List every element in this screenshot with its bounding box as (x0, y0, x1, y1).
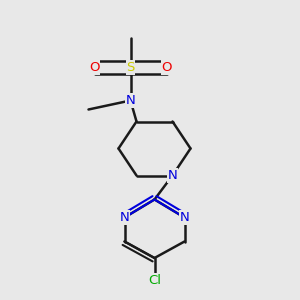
Text: N: N (126, 94, 135, 107)
Text: N: N (120, 211, 129, 224)
Text: N: N (168, 169, 177, 182)
Text: S: S (126, 61, 135, 74)
Text: O: O (89, 61, 100, 74)
Text: Cl: Cl (148, 274, 161, 287)
Text: O: O (161, 61, 172, 74)
Text: N: N (180, 211, 189, 224)
